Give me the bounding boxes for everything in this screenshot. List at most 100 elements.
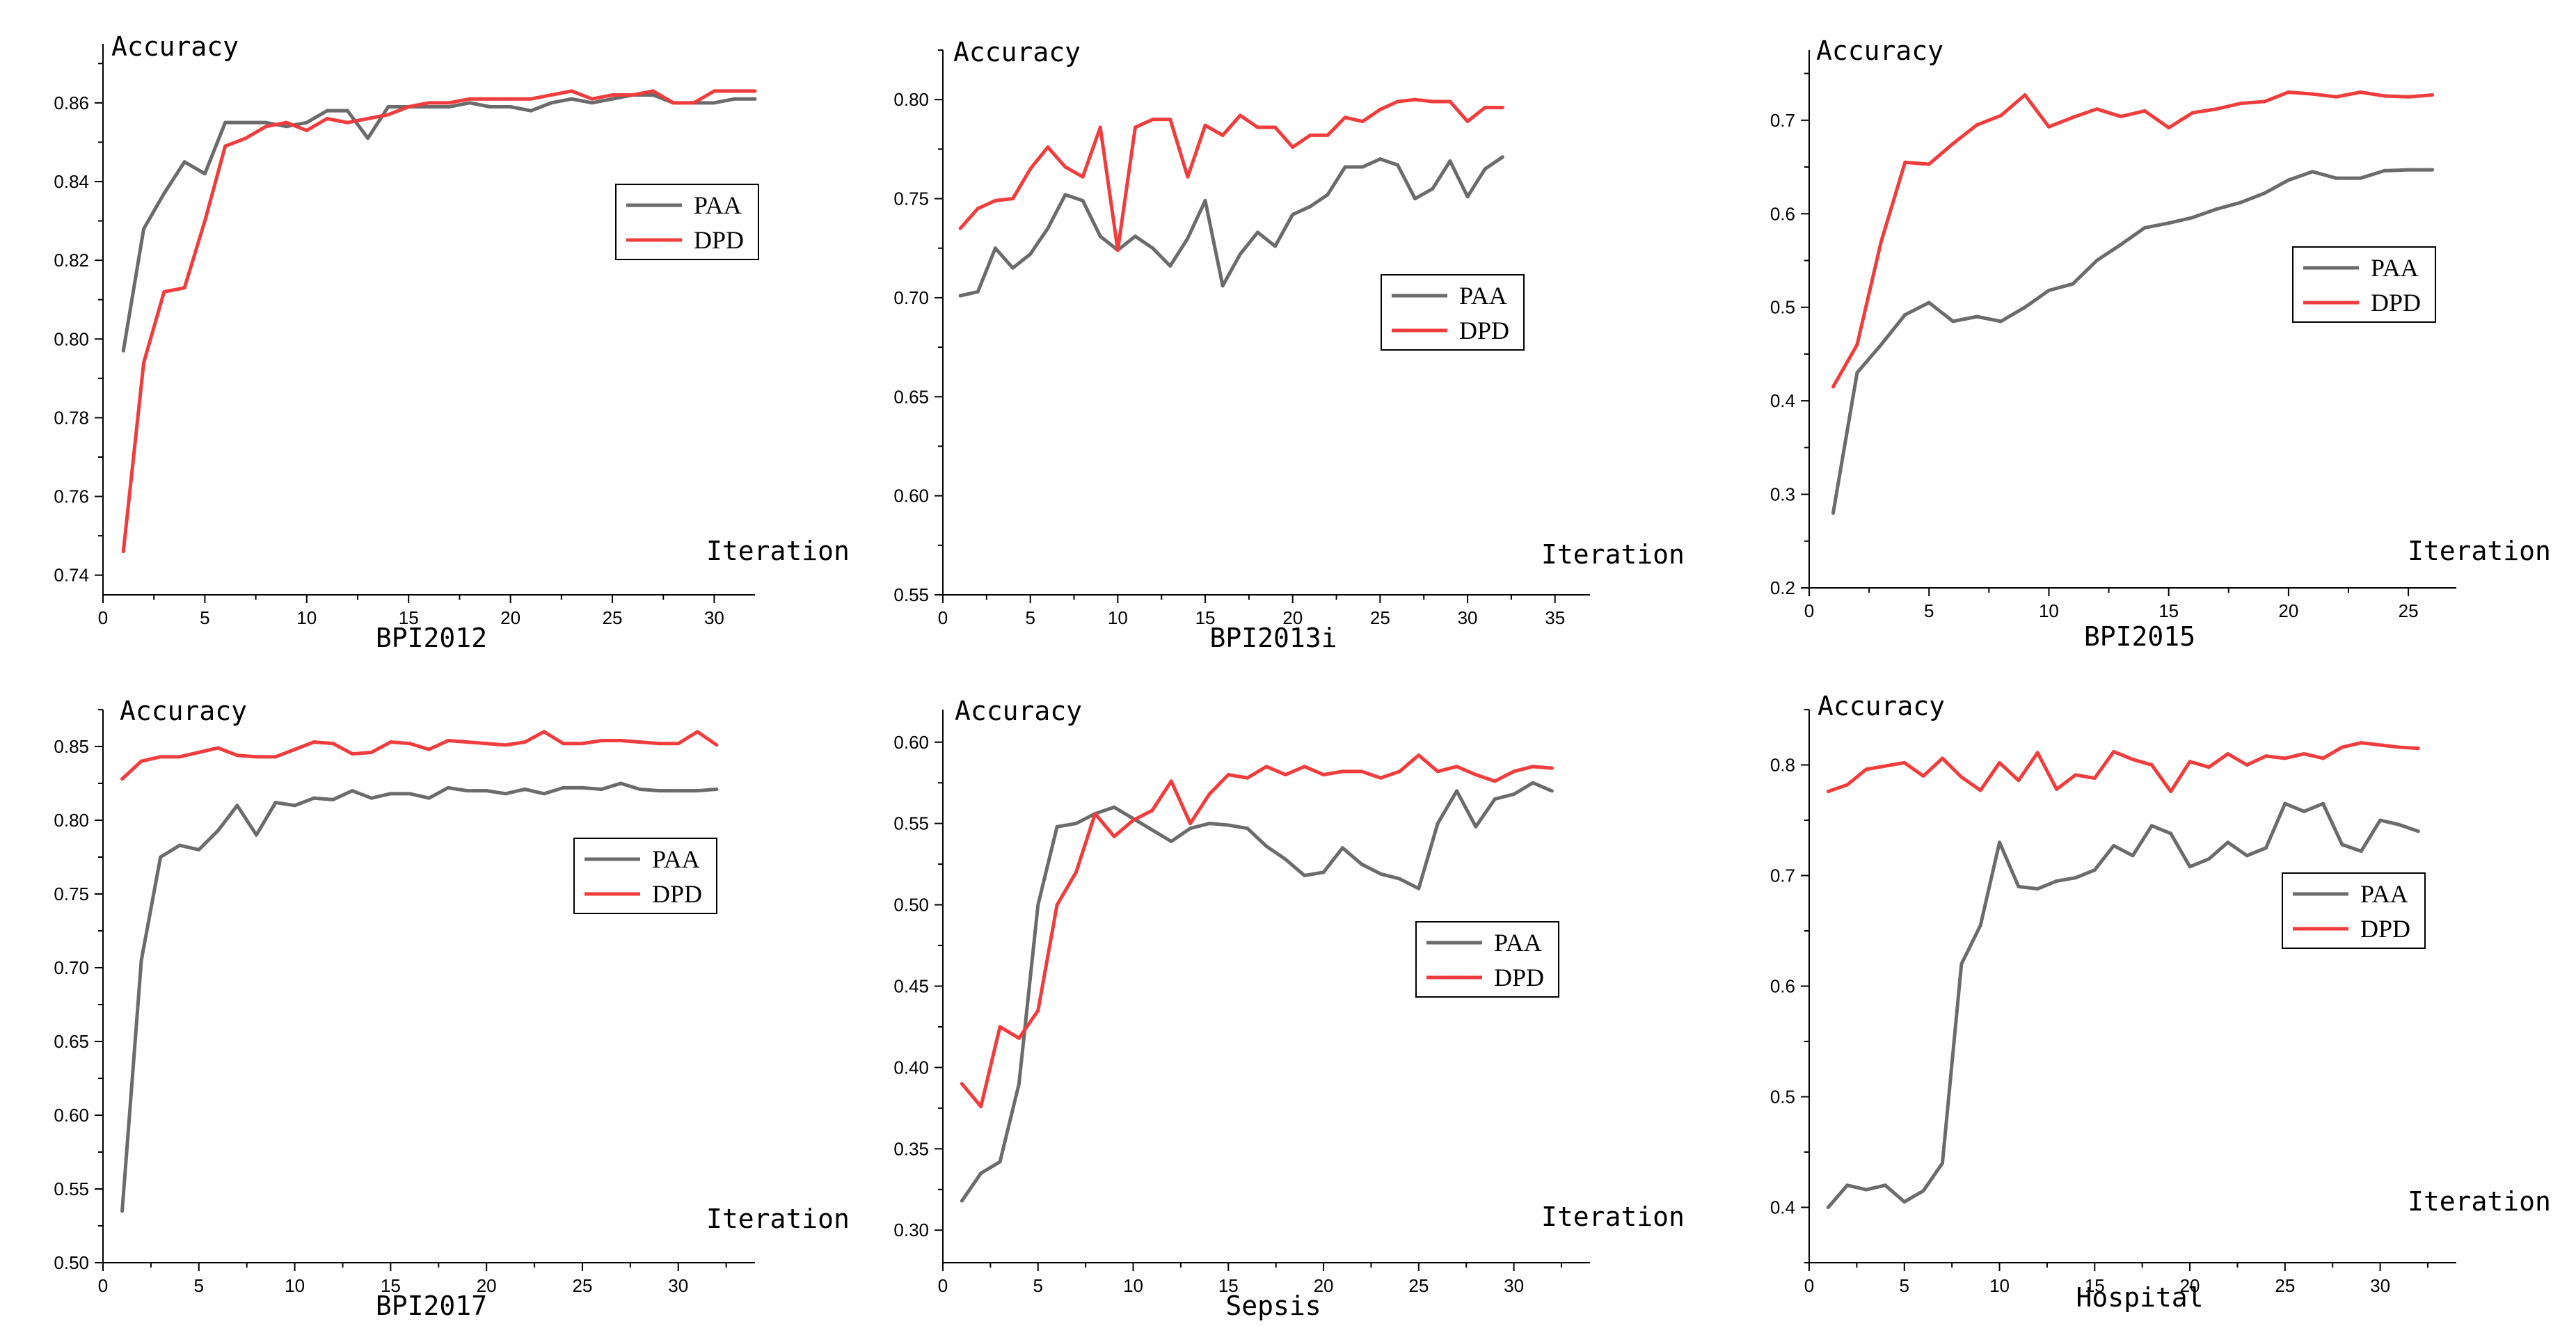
data-point-paa	[1396, 163, 1400, 167]
data-point-paa	[121, 349, 125, 353]
data-point-dpd	[197, 750, 201, 754]
data-point-paa	[162, 191, 166, 195]
y-axis-title: Accuracy	[120, 696, 247, 726]
data-point-paa	[1975, 314, 1979, 319]
y-tick-label: 0.55	[54, 1179, 89, 1199]
y-tick-label: 0.5	[1770, 1087, 1795, 1108]
data-point-dpd	[657, 742, 661, 746]
x-tick-label: 10	[2039, 600, 2059, 621]
data-point-dpd	[1340, 769, 1344, 774]
data-point-dpd	[1169, 779, 1173, 783]
data-point-dpd	[1512, 769, 1516, 774]
chart-title: BPI2012	[376, 623, 487, 653]
data-point-dpd	[676, 742, 681, 746]
data-point-paa	[2188, 865, 2192, 869]
x-axis-title: Iteration	[1541, 1201, 1685, 1232]
data-point-dpd	[1238, 113, 1242, 118]
x-tick-label: 15	[2158, 600, 2179, 621]
data-point-dpd	[484, 742, 488, 746]
data-point-dpd	[285, 120, 289, 125]
data-point-dpd	[2431, 93, 2435, 97]
data-point-paa	[1978, 923, 1982, 927]
data-point-paa	[2149, 824, 2154, 828]
data-point-dpd	[1921, 774, 1925, 778]
legend-label-paa: PAA	[1494, 929, 1542, 957]
data-point-paa	[2340, 842, 2344, 847]
data-point-paa	[285, 125, 289, 129]
data-point-dpd	[580, 742, 585, 746]
data-point-dpd	[733, 89, 737, 93]
data-point-paa	[619, 781, 623, 785]
data-point-dpd	[504, 743, 508, 747]
data-point-dpd	[1074, 870, 1078, 874]
data-point-paa	[2416, 829, 2420, 833]
y-tick-label: 0.70	[893, 287, 929, 308]
data-point-dpd	[1483, 106, 1487, 110]
y-tick-label: 0.7	[1770, 110, 1795, 131]
data-point-paa	[466, 789, 470, 793]
data-point-dpd	[1879, 240, 1883, 244]
data-point-dpd	[1500, 106, 1504, 110]
data-point-dpd	[1028, 167, 1033, 171]
data-point-dpd	[1321, 773, 1326, 777]
data-point-dpd	[1246, 776, 1250, 780]
legend-label-dpd: DPD	[1459, 317, 1509, 344]
data-point-paa	[1921, 1189, 1925, 1193]
data-point-dpd	[264, 125, 268, 129]
data-point-dpd	[2167, 126, 2171, 130]
data-point-dpd	[630, 93, 635, 97]
data-point-dpd	[1959, 775, 1964, 779]
data-point-paa	[561, 785, 565, 790]
data-point-dpd	[753, 89, 757, 93]
data-point-dpd	[671, 101, 676, 105]
legend-label-paa: PAA	[652, 845, 700, 873]
data-point-paa	[1340, 846, 1344, 850]
data-point-paa	[2283, 801, 2287, 806]
x-tick-label: 30	[1458, 607, 1478, 628]
data-point-paa	[197, 847, 201, 852]
data-point-dpd	[1081, 175, 1085, 179]
data-point-paa	[216, 829, 220, 833]
x-tick-label: 30	[704, 607, 724, 628]
y-tick-label: 0.35	[893, 1138, 929, 1159]
data-point-paa	[366, 136, 370, 141]
data-point-dpd	[1531, 765, 1535, 769]
data-point-dpd	[120, 777, 125, 781]
data-point-paa	[998, 1160, 1002, 1164]
data-point-paa	[1465, 195, 1470, 199]
data-point-dpd	[715, 743, 719, 747]
data-point-dpd	[388, 740, 392, 744]
data-point-paa	[447, 105, 452, 109]
data-point-paa	[979, 1171, 983, 1175]
data-point-dpd	[1455, 765, 1459, 769]
data-point-paa	[235, 804, 239, 808]
data-point-paa	[369, 796, 374, 800]
x-tick-label: 20	[1282, 607, 1303, 628]
data-point-dpd	[2239, 102, 2243, 106]
data-point-dpd	[509, 97, 513, 101]
data-point-dpd	[2017, 778, 2021, 783]
data-point-paa	[976, 289, 980, 294]
data-point-paa	[542, 792, 546, 796]
data-point-dpd	[1951, 141, 1955, 145]
data-point-paa	[2302, 809, 2306, 813]
legend-label-dpd: DPD	[694, 226, 744, 254]
data-point-paa	[2226, 840, 2230, 845]
legend: PAA DPD	[573, 838, 717, 914]
y-tick-label: 0.50	[893, 895, 929, 916]
data-point-dpd	[2142, 109, 2147, 113]
chart-title: Sepsis	[1225, 1291, 1321, 1321]
data-point-dpd	[1168, 118, 1172, 122]
data-point-dpd	[1303, 765, 1307, 769]
data-point-paa	[2023, 305, 2027, 310]
legend-label-dpd: DPD	[1494, 964, 1544, 991]
data-point-paa	[1845, 1183, 1850, 1188]
data-point-dpd	[2226, 752, 2230, 756]
data-point-paa	[2359, 849, 2363, 854]
data-point-dpd	[569, 89, 573, 93]
data-point-dpd	[216, 746, 220, 750]
data-point-dpd	[2131, 758, 2135, 762]
data-point-dpd	[1903, 160, 1907, 164]
data-point-paa	[1413, 197, 1417, 201]
data-point-dpd	[1283, 773, 1287, 777]
